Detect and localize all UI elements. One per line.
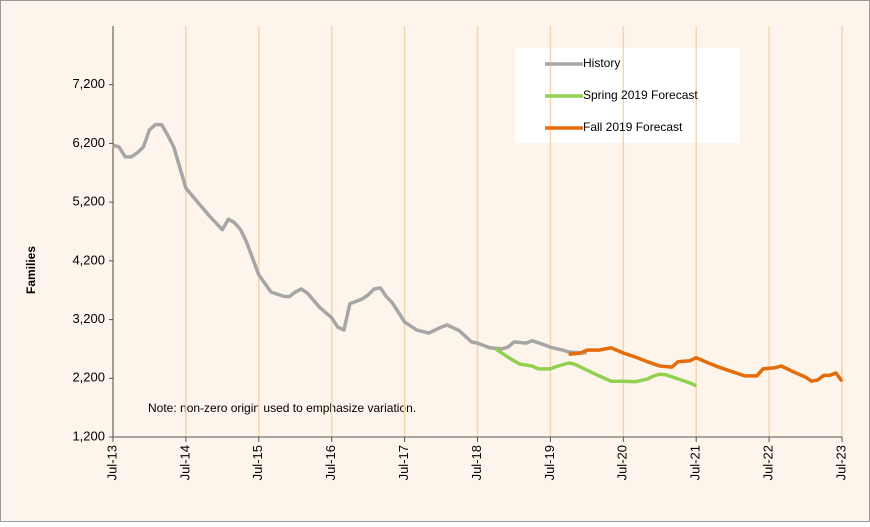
- y-tick-label: 7,200: [72, 76, 105, 91]
- x-tick-label: Jul-19: [542, 445, 557, 480]
- y-tick-label: 1,200: [72, 428, 105, 443]
- series-line: [494, 347, 697, 388]
- y-tick-label: 5,200: [72, 194, 105, 209]
- x-tick-label: Jul-18: [469, 445, 484, 480]
- y-tick-label: 2,200: [72, 370, 105, 385]
- x-tick-label: Jul-20: [615, 445, 630, 480]
- legend-label: History: [583, 56, 620, 70]
- series-line: [112, 122, 588, 355]
- y-tick-label: 4,200: [72, 252, 105, 267]
- x-tick-label: Jul-13: [104, 445, 119, 480]
- y-tick-label: 3,200: [72, 311, 105, 326]
- annotation: Note: non-zero origin used to emphasize …: [148, 401, 416, 415]
- x-tick-label: Jul-16: [323, 445, 338, 480]
- series-line: [568, 346, 844, 383]
- x-tick-label: Jul-17: [396, 445, 411, 480]
- x-tick-label: Jul-22: [761, 445, 776, 480]
- x-tick-label: Jul-23: [833, 445, 848, 480]
- y-axis-title: Families: [24, 246, 38, 294]
- x-tick-label: Jul-15: [250, 445, 265, 480]
- y-tick-label: 6,200: [72, 135, 105, 150]
- legend-label: Spring 2019 Forecast: [583, 88, 698, 102]
- legend-label: Fall 2019 Forecast: [583, 120, 683, 134]
- x-tick-label: Jul-14: [177, 445, 192, 480]
- x-tick-label: Jul-21: [688, 445, 703, 480]
